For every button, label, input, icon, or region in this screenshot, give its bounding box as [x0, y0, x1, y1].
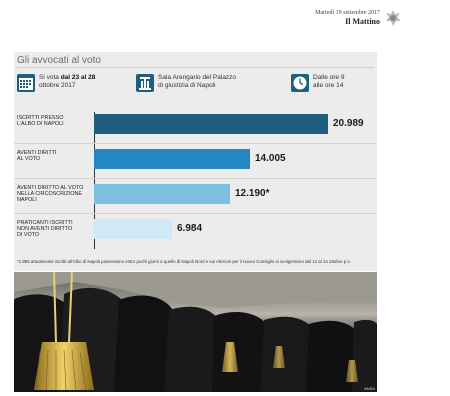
bar-value-label: 14.005	[255, 153, 286, 164]
bar	[94, 184, 230, 204]
bar-category-line: AVENTI DIRITTI	[17, 150, 57, 156]
bar	[94, 149, 250, 169]
info-voting-dates-text: Si vota dal 23 al 28 ottobre 2017	[39, 74, 95, 89]
bar	[94, 219, 172, 239]
bar-category-line: PRATICANTI ISCRITTI	[17, 220, 73, 226]
bar-chart: ISCRITTI PRESSO L'ALBO DI NAPOLI 20.989 AVE…	[14, 52, 377, 271]
info-voting-dates-post: ottobre 2017	[39, 81, 76, 89]
bar-category-line: DI VOTO	[17, 232, 40, 239]
masthead-paper-name: Il Mattino	[345, 17, 380, 26]
info-location-line1: Sala Arengario del Palazzo	[158, 74, 237, 81]
calendar-icon	[17, 74, 35, 92]
masthead-date: Martedì 19 settembre 2017	[315, 10, 380, 16]
bar-category-line: NELLA CIRCOSCRIZIONE	[17, 191, 83, 198]
bar-value-label: 6.984	[177, 223, 203, 234]
bar-value-label: 20.989	[333, 118, 364, 129]
info-location-text: Sala Arengario del Palazzo di giustizia …	[158, 74, 236, 89]
newspaper-logo-icon	[386, 10, 401, 26]
bar-category-line: AL VOTO	[17, 156, 41, 163]
bar-category-label: AVENTI DIRITTO AL VOTO NELLA CIRCOSCRIZIO…	[17, 185, 92, 204]
bar-category-label: PRATICANTI ISCRITTI NON AVENTI DIRITTO DI …	[17, 220, 92, 239]
clock-icon	[291, 74, 309, 92]
infographic-panel: Gli avvocati al voto Si vota dal 23 al 2…	[14, 52, 377, 271]
info-hours-line2: alle ore 14	[313, 81, 344, 89]
bar-category-line: NON AVENTI DIRITTO	[17, 226, 73, 233]
bar-value-label: 12.190*	[235, 188, 270, 199]
info-voting-dates: Si vota dal 23 al 28 ottobre 2017	[17, 74, 95, 92]
bar	[94, 114, 328, 134]
row-divider-1	[14, 143, 377, 144]
info-location-line2: di giustizia di Napoli	[158, 81, 216, 89]
bar-category-line: L'ALBO DI NAPOLI	[17, 121, 64, 128]
bar-category-label: ISCRITTI PRESSO L'ALBO DI NAPOLI	[17, 115, 92, 127]
masthead: Martedì 19 settembre 2017 Il Mattino	[315, 10, 380, 26]
bar-category-line: NAPOLI	[17, 197, 37, 204]
info-hours-line1: Dalle ore 9	[313, 74, 345, 81]
robes-illustration	[14, 272, 377, 392]
palace-icon	[136, 74, 154, 92]
info-hours: Dalle ore 9 alle ore 14	[291, 74, 344, 92]
photo-credit: ANSA	[364, 386, 375, 391]
info-voting-dates-bold: dal 23 al 28	[60, 74, 96, 81]
panel-title: Gli avvocati al voto	[17, 55, 101, 66]
footnote: *1.895 attualmente iscritti all'Albo di …	[17, 259, 351, 264]
title-divider	[17, 67, 374, 68]
bar-category-line: AVENTI DIRITTO AL VOTO	[17, 185, 84, 191]
chart-axis	[94, 112, 95, 249]
robes-photo: ANSA	[14, 272, 377, 392]
bar-category-label: AVENTI DIRITTI AL VOTO	[17, 150, 92, 162]
row-divider-3	[14, 213, 377, 214]
row-divider-2	[14, 178, 377, 179]
info-hours-text: Dalle ore 9 alle ore 14	[313, 74, 344, 89]
info-voting-dates-pre: Si vota	[39, 74, 61, 81]
info-location: Sala Arengario del Palazzo di giustizia …	[136, 74, 236, 92]
bar-category-line: ISCRITTI PRESSO	[17, 115, 64, 121]
